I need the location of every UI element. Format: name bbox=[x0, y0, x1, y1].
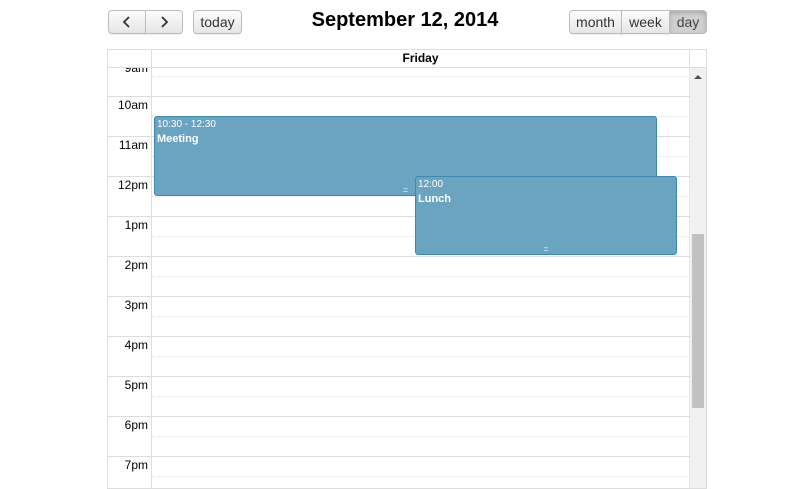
event-time: 12:00 bbox=[418, 179, 444, 190]
chevron-right-icon bbox=[161, 16, 169, 28]
prev-button[interactable] bbox=[108, 10, 146, 34]
header-scroll-spacer bbox=[689, 50, 707, 67]
header-axis-cell bbox=[108, 50, 152, 67]
hour-label-7pm: 7pm bbox=[124, 458, 148, 472]
view-week-button[interactable]: week bbox=[621, 10, 670, 34]
half-hour-line bbox=[152, 76, 690, 77]
event-title: Meeting bbox=[157, 133, 199, 145]
hour-label-5pm: 5pm bbox=[124, 378, 148, 392]
day-column-header: Friday bbox=[402, 51, 439, 65]
half-hour-line bbox=[152, 396, 690, 397]
scroll-up-arrow-icon[interactable] bbox=[690, 70, 706, 84]
hour-line bbox=[108, 96, 690, 97]
day-header: Friday bbox=[108, 50, 706, 68]
next-button[interactable] bbox=[145, 10, 183, 34]
half-hour-line bbox=[152, 436, 690, 437]
view-month-button[interactable]: month bbox=[569, 10, 622, 34]
half-hour-line bbox=[152, 316, 690, 317]
half-hour-line bbox=[152, 356, 690, 357]
vertical-scrollbar[interactable] bbox=[689, 68, 706, 488]
hour-label-3pm: 3pm bbox=[124, 298, 148, 312]
time-axis bbox=[108, 68, 152, 488]
hour-line bbox=[108, 456, 690, 457]
hour-line bbox=[108, 296, 690, 297]
event-resize-handle[interactable]: = bbox=[402, 185, 409, 195]
today-button[interactable]: today bbox=[193, 10, 242, 34]
view-day-button[interactable]: day bbox=[669, 10, 707, 34]
hour-label-12pm: 12pm bbox=[117, 178, 148, 192]
hour-line bbox=[108, 256, 690, 257]
hour-label-10am: 10am bbox=[117, 98, 148, 112]
hour-line bbox=[108, 216, 690, 217]
hour-label-1pm: 1pm bbox=[124, 218, 148, 232]
day-calendar: Friday 9am 10am 11am 12pm 1pm 2 bbox=[107, 49, 707, 489]
hour-line bbox=[108, 336, 690, 337]
hour-label-2pm: 2pm bbox=[124, 258, 148, 272]
calendar-title: September 12, 2014 bbox=[311, 9, 499, 31]
event-lunch[interactable]: 12:00 Lunch = bbox=[415, 176, 677, 255]
hour-label-11am: 11am bbox=[118, 138, 148, 152]
event-resize-handle[interactable]: = bbox=[543, 244, 549, 254]
hour-line bbox=[108, 376, 690, 377]
half-hour-line bbox=[152, 476, 690, 477]
hour-line bbox=[108, 416, 690, 417]
half-hour-line bbox=[152, 276, 690, 277]
hour-label-4pm: 4pm bbox=[124, 338, 148, 352]
chevron-left-icon bbox=[122, 16, 130, 28]
event-title: Lunch bbox=[418, 193, 451, 205]
hour-label-9am: 9am bbox=[124, 68, 148, 75]
event-time: 10:30 - 12:30 bbox=[157, 119, 216, 130]
scrollbar-thumb[interactable] bbox=[692, 234, 704, 408]
hour-label-6pm: 6pm bbox=[124, 418, 148, 432]
time-grid[interactable]: 9am 10am 11am 12pm 1pm 2pm 3pm 4pm 5pm 6… bbox=[108, 68, 706, 488]
